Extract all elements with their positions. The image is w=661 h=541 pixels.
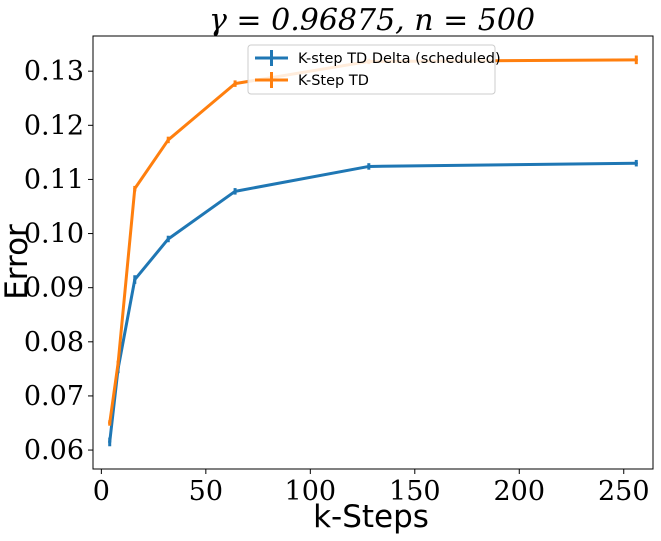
x-tick-label: 150 — [389, 476, 441, 507]
y-tick-label: 0.12 — [24, 110, 84, 141]
data-point — [233, 82, 237, 86]
y-axis-label: Error — [0, 224, 35, 300]
legend: K-step TD Delta (scheduled) K-Step TD — [247, 44, 501, 95]
series-2 — [108, 55, 638, 426]
data-point — [634, 58, 638, 62]
data-point — [166, 138, 170, 142]
x-tick-label: 200 — [493, 476, 545, 507]
legend-label: K-Step TD — [298, 73, 369, 89]
x-tick-label: 0 — [93, 476, 110, 507]
y-tick-label: 0.13 — [24, 56, 84, 87]
data-point — [233, 189, 237, 193]
y-tick-label: 0.07 — [24, 381, 84, 412]
y-tick-label: 0.10 — [24, 219, 84, 250]
error-bar — [133, 275, 137, 284]
data-point — [133, 278, 137, 282]
legend-box — [247, 44, 496, 95]
y-tick-label: 0.06 — [24, 435, 84, 466]
y-tick-label: 0.09 — [24, 273, 84, 304]
x-tick-label: 250 — [598, 476, 650, 507]
x-axis: 0 50 100 150 200 250 — [93, 469, 650, 507]
plot-frame — [92, 35, 654, 470]
data-point — [133, 187, 137, 191]
series-line — [108, 58, 638, 425]
legend-item: K-Step TD — [255, 72, 369, 89]
error-bar — [116, 360, 120, 367]
error-bar — [166, 235, 170, 243]
error-bar — [108, 420, 112, 426]
error-bar — [133, 185, 137, 192]
data-point — [166, 237, 170, 241]
data-point — [108, 421, 112, 425]
y-tick-label: 0.11 — [24, 164, 84, 195]
error-bar — [634, 159, 638, 167]
chart-title: γ = 0.96875, n = 500 — [209, 3, 535, 38]
x-tick-label: 100 — [285, 476, 337, 507]
error-bar — [233, 188, 237, 195]
x-tick-label: 50 — [189, 476, 223, 507]
data-point — [108, 440, 112, 444]
error-bar — [233, 80, 237, 87]
error-bar — [367, 163, 371, 170]
y-tick-label: 0.08 — [24, 327, 84, 358]
legend-item: K-step TD Delta (scheduled) — [255, 50, 501, 67]
y-axis: 0.06 0.07 0.08 0.09 0.10 0.11 0.12 0.13 — [24, 56, 93, 466]
series-line — [108, 161, 638, 444]
error-bar — [108, 437, 112, 447]
data-point — [367, 164, 371, 168]
series-1 — [108, 159, 638, 447]
x-axis-label: k-Steps — [313, 499, 429, 535]
data-point — [634, 161, 638, 165]
legend-label: K-step TD Delta (scheduled) — [298, 51, 501, 67]
data-point — [116, 361, 120, 365]
plot-area: 0 50 100 150 200 250 0.06 0.07 0.08 0.09 0.10 0.11… — [24, 35, 654, 507]
series-layer — [108, 55, 638, 447]
error-bar — [634, 55, 638, 65]
error-bar — [166, 136, 170, 144]
